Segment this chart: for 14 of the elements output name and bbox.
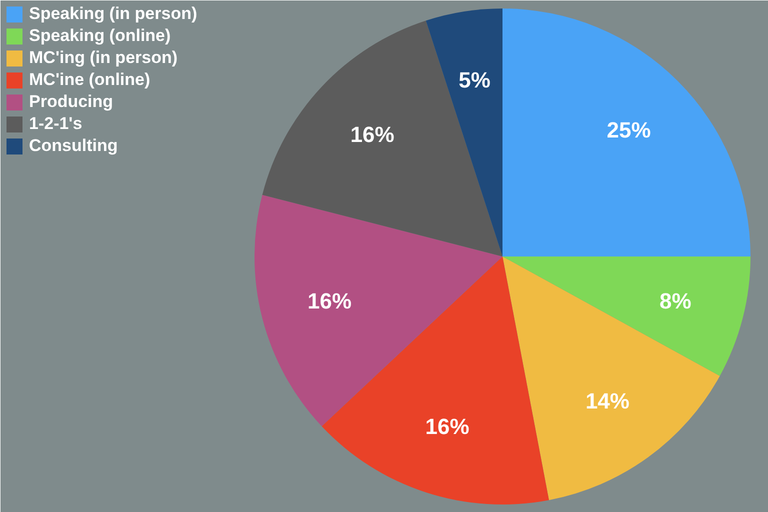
data-label: 16%	[350, 122, 394, 147]
legend-label: Producing	[29, 92, 114, 112]
data-label: 5%	[458, 68, 490, 93]
legend-label: Speaking (online)	[29, 26, 171, 46]
legend-label: Speaking (in person)	[29, 4, 198, 24]
legend-label: MC'ing (in person)	[29, 48, 178, 68]
data-label: 16%	[425, 414, 470, 439]
data-label: 14%	[585, 388, 630, 414]
legend-label: MC'ine (online)	[29, 70, 150, 90]
data-label: 16%	[308, 288, 352, 314]
legend-label: Consulting	[29, 136, 118, 156]
legend-label: 1-2-1's	[29, 114, 82, 134]
data-label: 25%	[606, 118, 651, 143]
data-label: 8%	[660, 288, 692, 314]
